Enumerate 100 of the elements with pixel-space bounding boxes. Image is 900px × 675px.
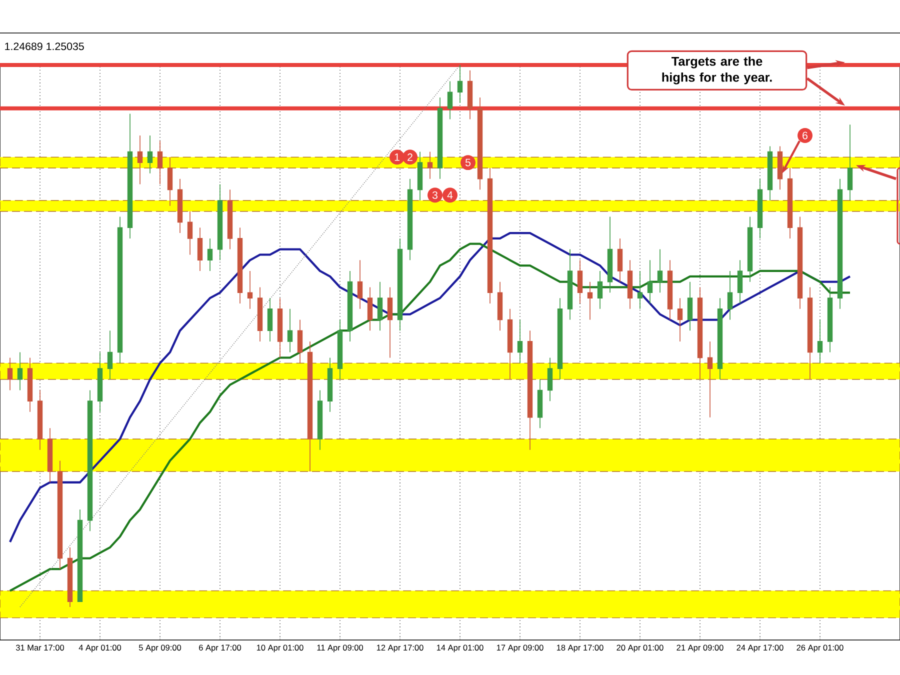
candlestick <box>377 281 383 331</box>
candlestick <box>187 210 193 256</box>
candlestick <box>17 352 23 391</box>
candlestick <box>117 216 123 364</box>
candlestick <box>737 260 743 304</box>
x-tick-label: 24 Apr 17:00 <box>736 644 784 652</box>
candlestick <box>57 460 63 570</box>
candlestick <box>207 238 213 272</box>
candlestick <box>287 308 293 353</box>
candlestick <box>797 216 803 310</box>
candlestick <box>327 357 333 412</box>
candlestick <box>497 281 503 331</box>
annotation: 6 <box>802 132 808 140</box>
annotation: 5 <box>465 158 471 166</box>
candlestick <box>477 97 483 190</box>
candlestick <box>447 80 453 120</box>
candlestick <box>567 248 573 320</box>
candlestick <box>427 151 433 180</box>
candlestick <box>817 319 823 364</box>
x-tick-label: 4 Apr 01:00 <box>78 644 122 652</box>
annotation: 3 <box>432 191 438 199</box>
annotation: Targets are the highs for the year. <box>662 56 772 84</box>
x-tick-label: 5 Apr 09:00 <box>138 644 182 652</box>
candlestick <box>717 298 723 380</box>
x-tick-label: 26 Apr 01:00 <box>796 644 844 652</box>
candlestick <box>87 390 93 532</box>
annotation: 1 <box>394 153 400 161</box>
candlestick <box>587 281 593 320</box>
x-tick-label: 31 Mar 17:00 <box>16 644 64 651</box>
x-tick-label: 14 Apr 01:00 <box>436 644 484 652</box>
candlestick <box>247 270 253 310</box>
candlestick <box>7 357 13 391</box>
candlestick <box>627 260 633 310</box>
candlestick <box>827 286 833 353</box>
x-tick-label: 20 Apr 01:00 <box>616 644 664 652</box>
candlestick <box>847 124 853 201</box>
candlestick <box>507 308 513 380</box>
candlestick <box>667 260 673 320</box>
candlestick <box>147 135 153 174</box>
candlestick <box>137 135 143 185</box>
candlestick <box>747 216 753 282</box>
candlestick <box>37 390 43 450</box>
candlestick <box>97 352 103 412</box>
candlestick <box>537 378 543 429</box>
candlestick <box>617 238 623 282</box>
candlestick <box>277 298 283 358</box>
candlestick <box>837 178 843 310</box>
candlestick <box>597 270 603 310</box>
candlestick <box>387 286 393 358</box>
candlestick <box>607 216 613 294</box>
candlestick <box>697 286 703 380</box>
candlestick <box>157 140 163 185</box>
candlestick <box>557 298 563 380</box>
candlestick <box>347 270 353 342</box>
candlestick <box>547 357 553 402</box>
candlestick <box>687 281 693 331</box>
candlestick <box>217 184 223 261</box>
candlestick <box>67 547 73 608</box>
candlestick <box>467 70 473 120</box>
candlestick <box>727 270 733 320</box>
candlestick <box>167 156 173 206</box>
x-tick-label: 17 Apr 09:00 <box>496 644 544 652</box>
x-tick-label: 10 Apr 01:00 <box>256 644 304 652</box>
candlestick <box>707 341 713 418</box>
candlestick <box>107 330 113 380</box>
candlestick <box>417 151 423 201</box>
candlestick <box>407 178 413 261</box>
candlestick <box>357 260 363 310</box>
candlestick <box>77 509 83 602</box>
candlestick <box>127 113 133 239</box>
x-tick-label: 21 Apr 09:00 <box>676 644 724 652</box>
candlestick <box>27 357 33 412</box>
candlestick <box>757 178 763 239</box>
candlestick <box>397 238 403 331</box>
candlestick <box>457 64 463 104</box>
candlestick <box>437 97 443 180</box>
text: 1.24689 1.25035 <box>5 42 84 50</box>
candlestick <box>367 286 373 331</box>
candlestick <box>647 260 653 304</box>
x-tick-label: 18 Apr 17:00 <box>556 644 604 652</box>
candlestick <box>297 319 303 364</box>
candlestick <box>487 168 493 304</box>
candlestick <box>577 260 583 304</box>
candlestick <box>317 390 323 450</box>
candlestick <box>197 227 203 272</box>
x-tick-label: 12 Apr 17:00 <box>376 644 424 652</box>
candlestick <box>637 270 643 310</box>
candlestick <box>337 319 343 380</box>
candlestick <box>527 330 533 450</box>
candlestick <box>47 428 53 483</box>
annotation: 4 <box>447 191 453 199</box>
candlestick <box>257 286 263 342</box>
annotation: 2 <box>408 153 412 161</box>
candlestick <box>657 248 663 294</box>
candlestick <box>227 189 233 250</box>
x-tick-label: 6 Apr 17:00 <box>199 644 242 652</box>
candlestick <box>807 286 813 380</box>
candlestick <box>237 227 243 304</box>
x-tick-label: 11 Apr 09:00 <box>317 644 364 652</box>
candlestick <box>307 341 313 472</box>
